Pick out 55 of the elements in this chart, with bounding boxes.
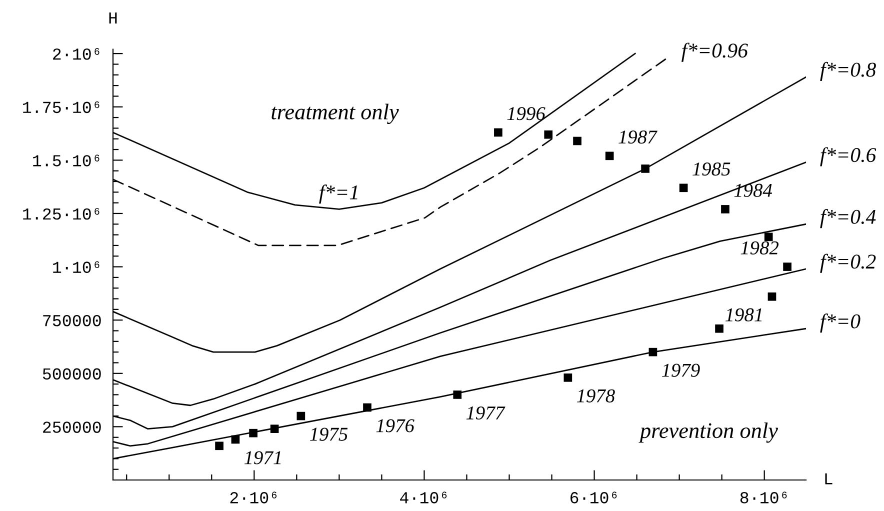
y-tick-label: 250000 [43, 422, 101, 433]
y-tick-label: 500000 [42, 368, 101, 380]
annotation: 1981 [725, 308, 762, 322]
point [783, 262, 792, 271]
y-tick-label: 750000 [43, 314, 101, 326]
point [648, 348, 658, 356]
y-tick-label: 1.75·10⁶ [23, 101, 100, 114]
point [363, 403, 372, 412]
annotation: 1987 [618, 130, 658, 144]
point [573, 136, 582, 146]
y-axis-title: H [109, 12, 117, 24]
point [494, 128, 502, 137]
annotation: 1996 [507, 107, 546, 120]
point [453, 390, 462, 399]
y-tick-label: 2·10⁶ [53, 48, 100, 60]
series-label: f*=0.6 [820, 147, 876, 166]
annotation: 1975 [310, 428, 348, 441]
annotation: 1984 [734, 184, 772, 197]
point [231, 435, 240, 444]
series-label: f*=0.2 [820, 254, 876, 273]
annotation: 1982 [740, 241, 779, 254]
x-axis-title: L [825, 473, 832, 484]
point [715, 324, 724, 333]
annotation: 1977 [466, 406, 506, 420]
annotation: 1978 [576, 389, 615, 402]
series-label: f*=0.4 [820, 209, 876, 228]
point [296, 412, 306, 420]
point [768, 292, 776, 301]
point [249, 428, 258, 438]
point [215, 442, 224, 450]
y-tick-label: 1.5·10⁶ [33, 154, 100, 166]
point [721, 205, 730, 214]
annotation: 1985 [692, 162, 730, 176]
series-label: f*=0.8 [820, 62, 876, 82]
annotation: 1979 [662, 364, 700, 377]
y-tick-label: 1.25·10⁶ [23, 208, 100, 220]
x-tick-label: 2·10⁶ [230, 492, 277, 504]
series-label: f*=0 [820, 314, 860, 333]
x-tick-label: 8·10⁶ [740, 492, 787, 504]
series-label: f*=1 [319, 184, 358, 204]
annotation: 1976 [376, 419, 414, 432]
x-tick-label: 6·10⁶ [570, 492, 617, 504]
point [764, 232, 773, 242]
x-tick-label: 4·10⁶ [400, 492, 447, 504]
point [544, 130, 553, 139]
annotation: 1971 [244, 451, 281, 464]
point [605, 152, 614, 160]
series-label: f*=0.96 [682, 42, 748, 62]
point [679, 184, 688, 192]
point [270, 424, 279, 433]
point [564, 373, 572, 382]
annotation: treatment only [272, 104, 399, 124]
point [641, 164, 650, 173]
y-tick-label: 1·10⁶ [53, 261, 100, 273]
annotation: prevention only [638, 422, 778, 443]
